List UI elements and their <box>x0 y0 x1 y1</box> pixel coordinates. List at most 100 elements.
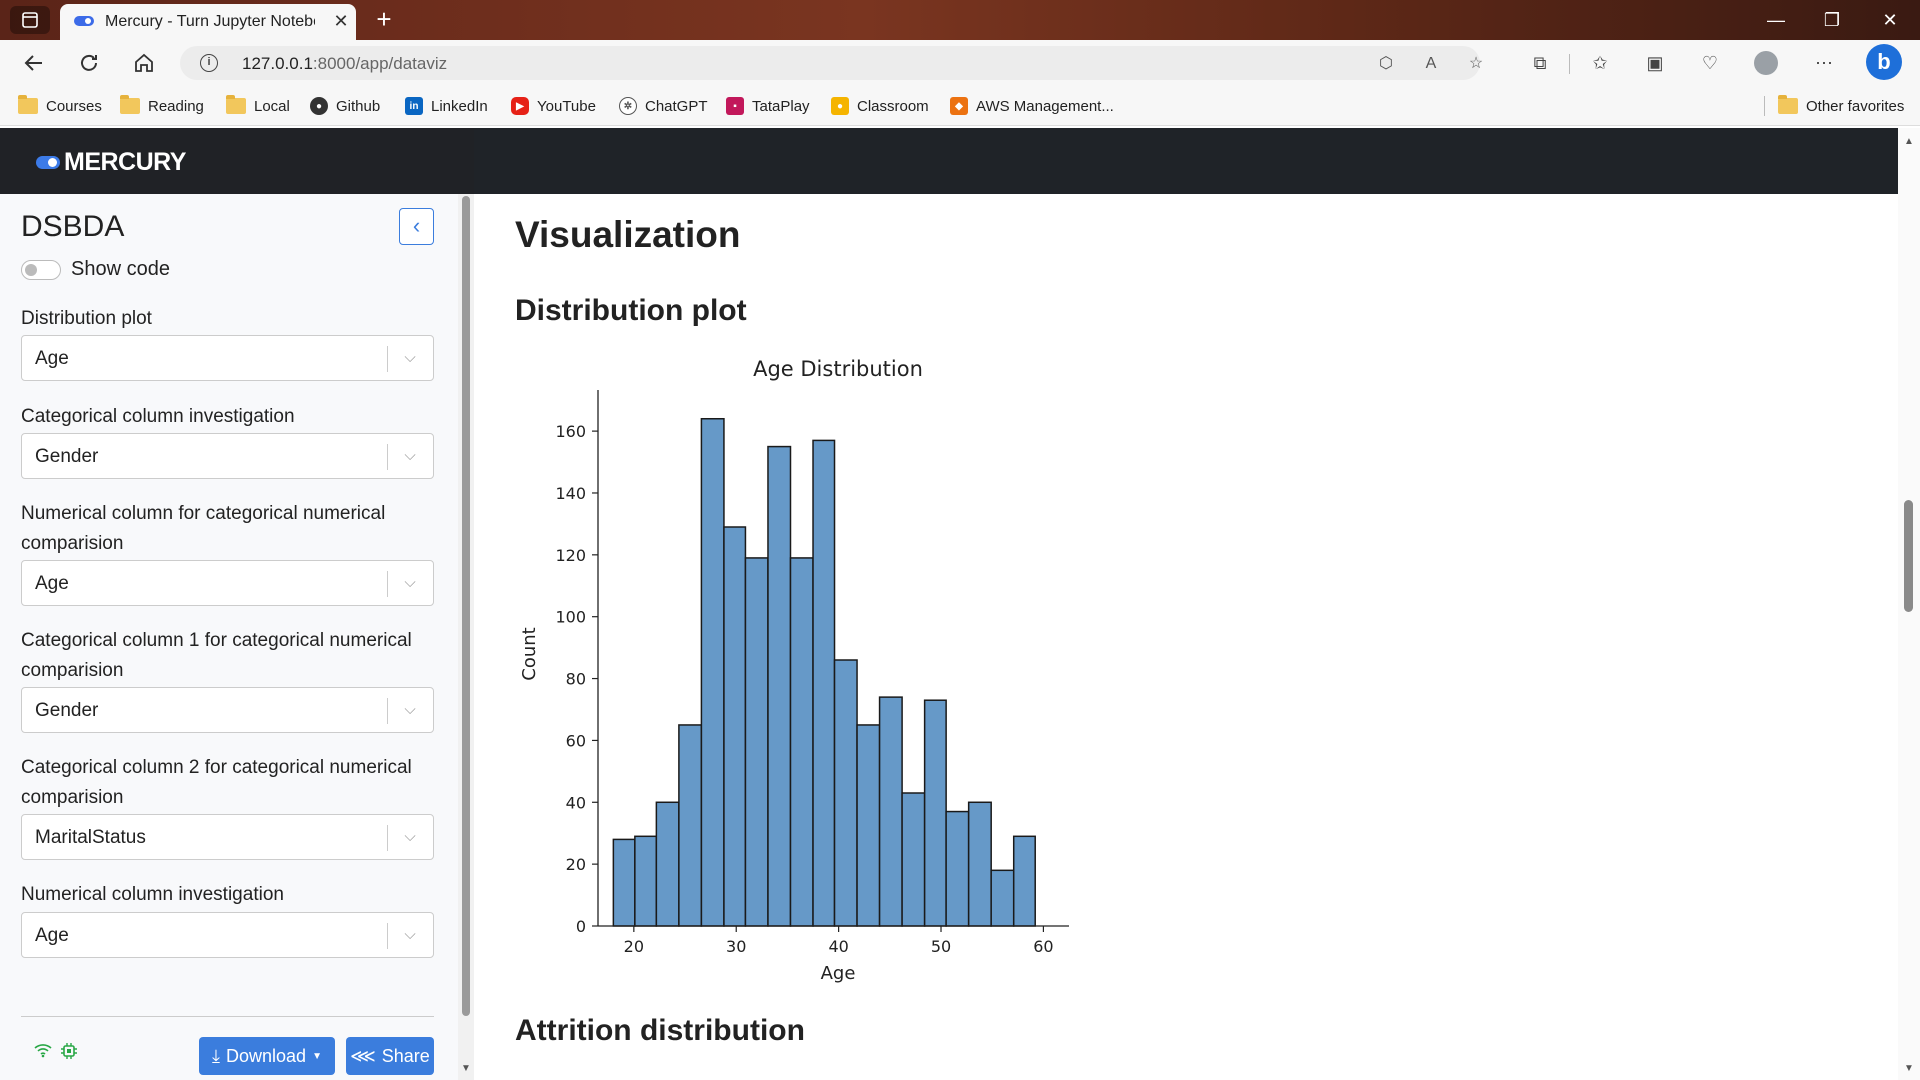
y-tick-label: 0 <box>576 917 586 936</box>
bookmark-label: Reading <box>148 97 204 115</box>
sidebar-divider <box>21 1016 434 1017</box>
bookmark-local[interactable]: Local <box>226 95 290 117</box>
linkedin-icon: in <box>405 97 423 115</box>
other-favorites[interactable]: Other favorites <box>1778 95 1904 117</box>
workspaces-icon[interactable] <box>10 6 50 34</box>
back-button[interactable] <box>18 47 50 79</box>
x-tick-label: 30 <box>726 937 746 956</box>
field-label-categorical: Categorical column investigation <box>21 406 295 427</box>
bookmark-youtube[interactable]: ▶ YouTube <box>511 95 596 117</box>
add-favorite-icon[interactable]: ☆ <box>1468 55 1484 72</box>
histogram-bar <box>744 557 769 927</box>
toolbar-divider <box>1569 54 1570 74</box>
chevron-down-icon[interactable]: ⌵ <box>404 349 416 366</box>
histogram-bar <box>789 557 814 927</box>
minimize-button[interactable]: — <box>1767 10 1785 30</box>
y-tick-label: 120 <box>555 546 586 565</box>
scroll-down-arrow-icon[interactable]: ▼ <box>1904 1063 1914 1074</box>
mercury-logo[interactable]: MERCURY <box>36 148 186 177</box>
histogram-svg: Age Distribution 0 20 40 60 80 100 120 140 160 2… <box>519 357 1069 984</box>
bookmark-classroom[interactable]: ● Classroom <box>831 95 929 117</box>
chevron-left-icon: ‹ <box>412 213 421 238</box>
more-menu-icon[interactable]: ⋯ <box>1815 53 1833 73</box>
y-tick-label: 100 <box>555 608 586 627</box>
chevron-down-icon[interactable]: ⌵ <box>404 926 416 943</box>
app-title: DSBDA <box>21 210 125 243</box>
select-categorical[interactable]: Gender ⌵ <box>21 433 434 479</box>
address-bar[interactable]: i 127.0.0.1:8000/app/dataviz ⬡ A ☆ <box>180 46 1483 80</box>
bookmark-label: Github <box>336 97 381 115</box>
x-tick-label: 50 <box>931 937 951 956</box>
favorites-icon[interactable]: ✩ <box>1592 53 1608 73</box>
download-label: Download <box>226 1045 307 1066</box>
mercury-logo-icon <box>36 156 60 169</box>
bookmark-chatgpt[interactable]: ✲ ChatGPT <box>619 95 708 117</box>
bookmark-tataplay[interactable]: ▪ TataPlay <box>726 95 810 117</box>
collections-icon[interactable]: ▣ <box>1646 53 1664 73</box>
refresh-icon <box>81 54 97 71</box>
page-scrollbar[interactable]: ▲ ▼ <box>1898 128 1920 1080</box>
home-button[interactable] <box>128 47 160 79</box>
download-icon: ⤓ <box>212 1045 220 1066</box>
share-label: Share <box>381 1045 430 1066</box>
y-axis-label: Count <box>519 627 540 680</box>
bookmarks-divider <box>1764 96 1765 116</box>
read-aloud-icon[interactable]: A <box>1425 55 1437 72</box>
url-text[interactable]: 127.0.0.1:8000/app/dataviz <box>242 54 447 74</box>
bookmark-reading[interactable]: Reading <box>120 95 204 117</box>
scroll-up-arrow-icon[interactable]: ▲ <box>1904 136 1914 147</box>
select-distribution[interactable]: Age ⌵ <box>21 335 434 381</box>
home-icon <box>135 53 153 72</box>
bing-copilot-icon[interactable]: b <box>1864 44 1904 82</box>
histogram-bar <box>833 659 858 927</box>
select-numerical-comparison[interactable]: Age ⌵ <box>21 560 434 606</box>
bookmark-github[interactable]: ● Github <box>310 95 380 117</box>
download-button[interactable]: ⤓ Download ▼ <box>199 1037 335 1075</box>
histogram-bar <box>812 439 836 927</box>
browser-tab[interactable]: Mercury - Turn Jupyter Notebook ✕ <box>60 4 356 40</box>
close-window-button[interactable]: ✕ <box>1882 10 1898 30</box>
new-tab-button[interactable]: + <box>376 4 392 34</box>
site-info-icon[interactable]: i <box>200 54 218 72</box>
histogram-bar <box>856 724 881 927</box>
chevron-down-icon[interactable]: ⌵ <box>404 828 416 845</box>
sidebar-scrollbar[interactable]: ▼ <box>458 194 474 1080</box>
page-scroll-thumb[interactable] <box>1904 500 1913 612</box>
tab-title: Mercury - Turn Jupyter Notebook <box>105 13 315 30</box>
histogram-bar <box>655 801 680 927</box>
wifi-icon <box>33 1042 53 1062</box>
scroll-down-arrow-icon[interactable]: ▼ <box>461 1063 471 1074</box>
sidebar-scroll-thumb[interactable] <box>462 196 470 1016</box>
chevron-down-icon[interactable]: ⌵ <box>404 701 416 718</box>
chevron-down-icon[interactable]: ⌵ <box>404 447 416 464</box>
select-numerical-investigation[interactable]: Age ⌵ <box>21 912 434 958</box>
histogram-bar <box>990 869 1015 927</box>
refresh-button[interactable] <box>73 47 105 79</box>
bookmark-linkedin[interactable]: in LinkedIn <box>405 95 488 117</box>
bookmark-aws[interactable]: ◆ AWS Management... <box>950 95 1114 117</box>
select-categorical-2[interactable]: MaritalStatus ⌵ <box>21 814 434 860</box>
field-label-categorical-1: Categorical column 1 for categorical num… <box>21 630 412 681</box>
select-value: Age <box>35 925 69 946</box>
browser-titlebar: Mercury - Turn Jupyter Notebook ✕ + — ❐ … <box>0 0 1920 40</box>
histogram-bar <box>901 792 926 927</box>
restore-button[interactable]: ❐ <box>1823 10 1841 30</box>
main-content: Visualization Distribution plot Age Dist… <box>474 194 1898 1080</box>
select-categorical-1[interactable]: Gender ⌵ <box>21 687 434 733</box>
share-button[interactable]: ⋘ Share <box>346 1037 434 1075</box>
bookmarks-bar: Courses Reading Local ● Github in LinkedIn… <box>0 86 1920 126</box>
share-icon: ⋘ <box>350 1045 376 1066</box>
tag-icon[interactable]: ⬡ <box>1379 55 1393 72</box>
select-value: MaritalStatus <box>35 827 146 848</box>
bookmark-courses[interactable]: Courses <box>18 95 102 117</box>
y-tick-label: 20 <box>566 855 586 874</box>
extensions-icon[interactable]: ⧉ <box>1533 53 1547 73</box>
bookmark-label: TataPlay <box>752 97 810 115</box>
collapse-sidebar-button[interactable]: ‹ <box>399 208 434 245</box>
chevron-down-icon[interactable]: ⌵ <box>404 574 416 591</box>
classroom-icon: ● <box>831 97 849 115</box>
profile-avatar-icon[interactable] <box>1750 47 1782 79</box>
browser-essentials-icon[interactable]: ♡ <box>1701 53 1719 73</box>
close-tab-icon[interactable]: ✕ <box>333 11 349 31</box>
show-code-toggle[interactable] <box>21 260 61 280</box>
